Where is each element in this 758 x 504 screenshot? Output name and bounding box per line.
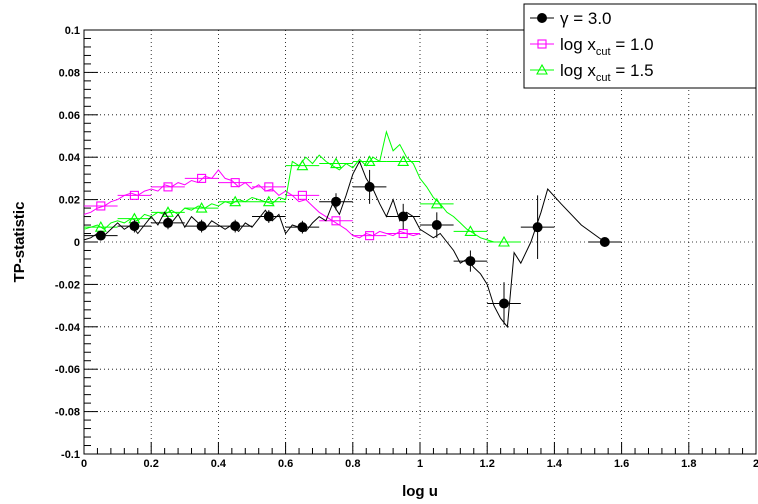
x-tick-label: 0.4: [211, 458, 227, 470]
x-tick-label: 0.8: [345, 458, 360, 470]
y-tick-label: -0.08: [55, 407, 80, 419]
y-tick-label: 0.1: [65, 25, 80, 37]
y-tick-label: 0.06: [59, 110, 80, 122]
series-line: [83, 160, 606, 329]
data-point: [296, 159, 309, 171]
y-tick-label: 0.04: [59, 152, 81, 164]
data-point: [365, 231, 375, 241]
data-point: [398, 211, 409, 222]
data-point: [330, 157, 342, 169]
y-tick-label: 0.08: [59, 67, 80, 79]
series-0: [83, 160, 622, 329]
legend-marker: [537, 13, 547, 23]
data-point: [262, 195, 275, 207]
data-point: [264, 182, 274, 192]
data-series: [83, 129, 622, 329]
data-point: [397, 155, 410, 166]
legend-marker: [537, 39, 547, 49]
legend-label: log xcut = 1.0: [560, 35, 654, 58]
data-point: [431, 220, 442, 231]
grid: [84, 30, 756, 454]
data-point: [229, 195, 242, 207]
data-point: [263, 211, 274, 222]
data-point: [197, 173, 207, 183]
x-tick-label: 2: [753, 458, 758, 470]
data-point: [498, 235, 510, 247]
x-tick-label: 1.2: [480, 458, 495, 470]
data-point: [196, 221, 207, 232]
x-tick-label: 1: [417, 458, 423, 470]
axis-ticks: [83, 29, 757, 455]
y-tick-label: -0.1: [61, 449, 80, 461]
data-point: [195, 201, 208, 213]
x-tick-label: 1.6: [614, 458, 629, 470]
data-point: [230, 178, 240, 188]
y-axis-label: TP-statistic: [11, 202, 28, 283]
y-tick-label: 0: [74, 237, 80, 249]
series-1: [83, 169, 421, 241]
data-point: [599, 237, 610, 247]
data-point: [499, 298, 509, 309]
x-tick-label: 1.8: [681, 458, 696, 470]
series-line: [83, 129, 501, 243]
data-point: [297, 190, 307, 200]
legend-marker: [536, 63, 548, 75]
x-tick-labels: 0 0.2 0.4 0.6 0.8 1 1.2 1.4 1.6 1.8 2: [81, 458, 758, 470]
data-point: [230, 221, 241, 232]
x-tick-label: 0.6: [278, 458, 293, 470]
data-point: [464, 225, 477, 236]
data-point: [163, 182, 173, 192]
legend-label: log xcut = 1.5: [560, 61, 654, 84]
data-point: [95, 230, 106, 241]
data-point: [532, 222, 543, 233]
data-point: [96, 201, 106, 211]
x-axis-label: log u: [402, 483, 438, 500]
x-tick-label: 0.2: [144, 458, 159, 470]
data-point: [364, 181, 375, 192]
data-point: [129, 190, 139, 200]
data-point: [163, 217, 173, 228]
data-point: [331, 196, 341, 207]
data-point: [297, 222, 308, 233]
data-point: [363, 155, 376, 166]
data-point: [331, 216, 341, 226]
data-point: [129, 221, 140, 232]
legend-label: γ = 3.0: [560, 9, 612, 28]
y-tick-label: -0.02: [55, 279, 80, 291]
legend-box: [523, 3, 757, 89]
x-tick-label: 0: [81, 458, 87, 470]
series-line: [83, 169, 421, 239]
data-point: [162, 206, 174, 217]
y-tick-label: -0.06: [55, 364, 80, 376]
y-tick-labels: -0.1 -0.08 -0.06 -0.04 -0.02 0 0.02 0.04 0.06 0.0…: [55, 25, 81, 461]
y-tick-label: -0.04: [55, 322, 81, 334]
data-point: [398, 228, 408, 239]
legend: γ = 3.0 log xcut = 1.0 log xcut = 1.5: [523, 3, 757, 89]
data-point: [430, 197, 443, 209]
y-tick-label: 0.02: [59, 195, 80, 207]
data-point: [465, 256, 476, 267]
x-tick-label: 1.4: [547, 458, 563, 470]
